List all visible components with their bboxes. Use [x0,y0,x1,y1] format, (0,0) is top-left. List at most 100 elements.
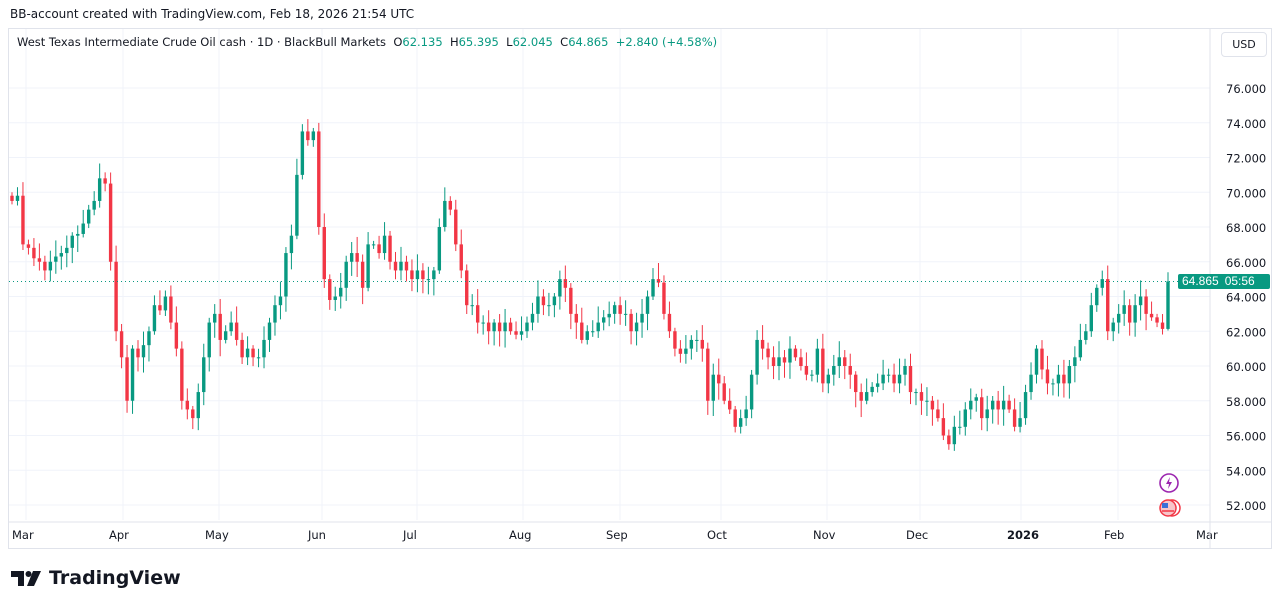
x-tick-label: Jun [307,528,326,542]
candle-body [185,400,190,410]
candle-body [1001,400,1006,410]
candle-body [1100,279,1104,288]
candle-body [1040,348,1044,370]
candle-body [289,235,294,254]
candle-body [256,357,261,359]
candle-body [1138,296,1143,306]
candle-body [470,305,474,307]
x-tick-label: Oct [707,528,727,542]
x-tick-label: Jul [402,528,417,542]
change-value: +2.840 (+4.58%) [615,35,718,49]
candle-body [607,313,611,318]
candle-body [695,339,699,341]
candle-body [333,296,337,300]
candle-body [76,233,80,236]
candle-body [569,287,573,314]
candle-body [295,174,299,236]
candle-body [317,131,321,227]
candle-body [749,374,754,410]
candle-body [612,305,617,314]
candle-body [240,339,244,358]
candle-body [475,305,480,323]
candle-body [903,366,907,375]
candle-body [344,261,348,288]
candle-body [963,409,967,427]
candle-body [48,261,53,271]
y-tick-label: 58.000 [1226,395,1266,409]
candle-body [229,322,233,332]
y-tick-label: 70.000 [1226,186,1266,200]
close-label: C [560,35,569,49]
x-tick-label: Mar [1196,528,1218,542]
candle-body [223,331,228,340]
candle-body [1155,317,1159,323]
candle-body [65,247,69,254]
candle-body [1111,322,1115,332]
candle-body [70,235,74,248]
tradingview-logo-icon [11,571,41,586]
x-tick-label: Nov [813,528,836,542]
candle-body [717,374,721,384]
x-tick-label: May [205,528,229,542]
candle-body [854,374,858,393]
candle-body [990,400,995,410]
candle-body [1029,374,1033,393]
candle-body [421,270,425,280]
candle-body [382,235,387,254]
candle-body [651,279,655,297]
candle-body [925,400,929,402]
candle-body [662,282,666,314]
candle-body [415,270,420,280]
symbol-title[interactable]: West Texas Intermediate Crude Oil cash ·… [17,35,387,49]
high-label: H [449,35,459,49]
candle-body [273,305,277,323]
candle-body [1144,296,1148,314]
candle-body [1133,305,1137,323]
candle-body [722,383,726,401]
candle-body [393,261,398,271]
candle-body [919,392,924,401]
candle-body [574,313,579,323]
candle-body [371,244,376,246]
last-price-label: 64.865 05:56 [1178,274,1270,289]
candle-body [870,386,874,393]
candle-body [1012,409,1017,427]
candle-body [1056,374,1061,384]
lightning-icon[interactable] [1159,473,1179,493]
currency-button[interactable]: USD [1221,32,1267,57]
candle-body [804,366,809,375]
candle-body [673,331,677,349]
candle-body [1023,392,1028,419]
candle-body [881,374,885,384]
candle-body [908,366,913,393]
candle-body [793,348,798,358]
candle-body [755,339,759,375]
candle-body [832,366,836,375]
candle-body [311,131,316,141]
candle-body [426,279,431,281]
candle-body [284,253,288,297]
low-label: L [506,35,513,49]
x-tick-label: Sep [606,528,628,542]
candle-body [1018,418,1022,427]
candle-body [815,348,820,375]
candle-body [711,374,715,401]
candle-body [947,435,951,445]
us-flag-icon[interactable] [1159,499,1181,517]
bar-countdown: 05:56 [1224,274,1255,288]
candle-body [492,322,496,332]
candle-body [547,305,551,307]
candle-body [278,296,283,306]
candle-body [366,244,370,288]
candle-body [410,270,414,280]
tradingview-logo[interactable]: TradingView [11,567,181,589]
candle-body [930,400,935,410]
candle-body [262,339,266,358]
candle-body [936,409,940,419]
candle-body [454,209,458,245]
candle-body [1127,305,1132,323]
candle-body [1051,383,1055,385]
y-tick-label: 62.000 [1226,325,1266,339]
candle-body [508,322,513,332]
